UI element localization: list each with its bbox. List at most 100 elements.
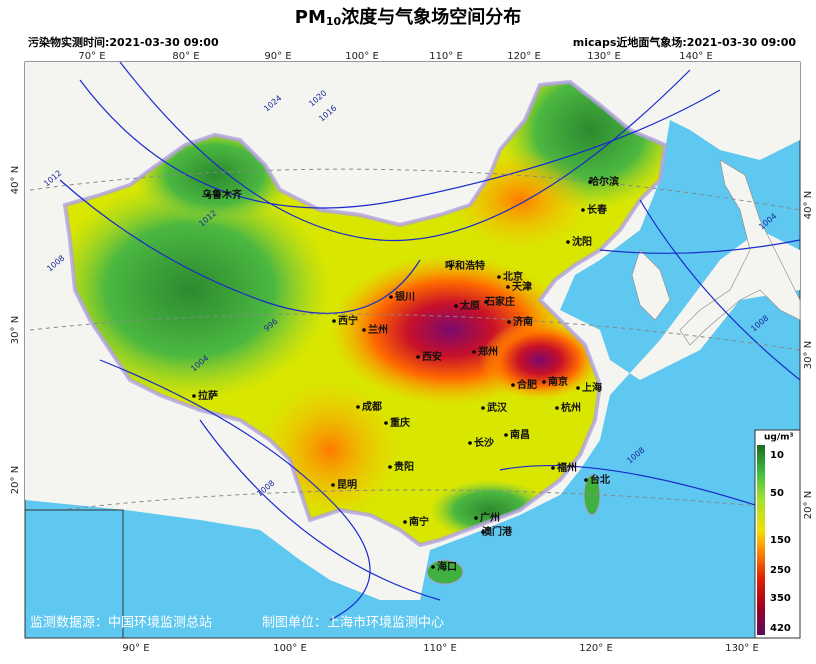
city-label: 济南	[513, 315, 533, 328]
city-dot	[332, 319, 336, 323]
city-dot	[192, 394, 196, 398]
city-label: 成都	[362, 400, 382, 413]
city-dot	[504, 433, 508, 437]
longitude-label: 110° E	[423, 643, 457, 654]
city-label: 海口	[437, 560, 457, 573]
longitude-label: 90° E	[122, 643, 149, 654]
city-label: 太原	[459, 299, 480, 312]
city-label: 昆明	[337, 479, 357, 491]
legend-label: 150	[770, 535, 791, 546]
legend-label: 10	[770, 450, 784, 461]
footer-producer: 制图单位：上海市环境监测中心	[262, 615, 444, 631]
city-label: 台北	[590, 473, 610, 486]
city-dot	[576, 386, 580, 390]
city-dot	[542, 380, 546, 384]
longitude-label: 90° E	[264, 51, 291, 62]
title-rest: 浓度与气象场空间分布	[341, 6, 521, 28]
city-label: 贵阳	[394, 460, 414, 473]
city-label: 石家庄	[484, 295, 515, 308]
latitude-label: 30° N	[803, 341, 814, 369]
longitude-label: 130° E	[725, 643, 759, 654]
city-dot	[454, 304, 458, 308]
legend-label: 350	[770, 593, 791, 604]
longitude-label: 110° E	[429, 51, 463, 62]
city-label: 合肥	[516, 378, 537, 391]
longitude-label: 130° E	[587, 51, 621, 62]
city-dot	[566, 240, 570, 244]
city-label: 西安	[422, 350, 442, 363]
city-dot	[472, 350, 476, 354]
city-dot	[588, 180, 592, 184]
city-dot	[389, 295, 393, 299]
city-dot	[507, 320, 511, 324]
city-label: 长沙	[474, 436, 494, 449]
city-dot	[497, 275, 501, 279]
city-label: 沈阳	[572, 235, 592, 248]
city-dot	[468, 441, 472, 445]
city-dot	[581, 208, 585, 212]
city-label: 武汉	[487, 401, 508, 414]
right-subtitle: micaps近地面气象场:2021-03-30 09:00	[573, 35, 797, 49]
city-label: 北京	[503, 270, 523, 283]
hainan	[426, 559, 464, 585]
city-dot	[416, 355, 420, 359]
latitude-label: 30° N	[10, 316, 21, 344]
city-dot	[403, 520, 407, 524]
japan	[679, 159, 801, 346]
city-label: 广州	[480, 511, 500, 524]
city-label: 银川	[395, 290, 415, 303]
isobars	[59, 61, 801, 621]
city-dot	[481, 530, 485, 534]
legend-colorbar	[757, 445, 765, 635]
city-dot	[331, 483, 335, 487]
legend-unit: ug/m³	[764, 433, 794, 443]
longitude-label: 80° E	[172, 51, 199, 62]
city-dot	[449, 264, 453, 268]
taiwan	[583, 474, 601, 516]
city-dot	[551, 466, 555, 470]
city-label: 澳门港	[482, 525, 513, 538]
longitude-label: 120° E	[507, 51, 541, 62]
city-label: 南京	[548, 375, 568, 388]
city-label: 兰州	[368, 323, 388, 336]
city-label: 南昌	[510, 428, 530, 441]
left-subtitle: 污染物实测时间:2021-03-30 09:00	[28, 35, 219, 49]
latitude-label: 40° N	[803, 191, 814, 219]
city-dot	[356, 405, 360, 409]
city-dot	[506, 285, 510, 289]
city-label: 南宁	[409, 515, 429, 528]
city-label: 杭州	[561, 401, 581, 414]
city-dot	[584, 478, 588, 482]
city-dot	[384, 421, 388, 425]
latitude-label: 40° N	[10, 166, 21, 194]
longitude-label: 100° E	[273, 643, 307, 654]
korea	[631, 249, 671, 321]
city-label: 上海	[582, 381, 602, 394]
city-dot	[511, 383, 515, 387]
border	[62, 79, 668, 548]
city-dot	[206, 193, 210, 197]
longitude-label: 140° E	[679, 51, 713, 62]
city-label: 郑州	[478, 345, 498, 358]
city-dot	[388, 465, 392, 469]
latitude-label: 20° N	[803, 491, 814, 519]
legend-label: 50	[770, 488, 784, 499]
city-label: 拉萨	[198, 389, 218, 402]
longitude-label: 120° E	[579, 643, 613, 654]
legend-label: 420	[770, 623, 791, 634]
latitude-label: 20° N	[10, 466, 21, 494]
city-dot	[474, 516, 478, 520]
city-label: 乌鲁木齐	[202, 188, 243, 201]
legend-label: 250	[770, 565, 791, 576]
city-label: 天津	[512, 280, 532, 293]
city-label: 呼和浩特	[445, 259, 485, 272]
city-label: 福州	[556, 461, 577, 474]
graticule	[29, 168, 801, 511]
title-subscript: 10	[326, 15, 342, 28]
inset-map	[24, 509, 124, 639]
city-label: 长春	[587, 203, 607, 216]
footer-source: 监测数据源：中国环境监测总站	[30, 616, 212, 631]
city-label: 哈尔滨	[589, 175, 619, 188]
